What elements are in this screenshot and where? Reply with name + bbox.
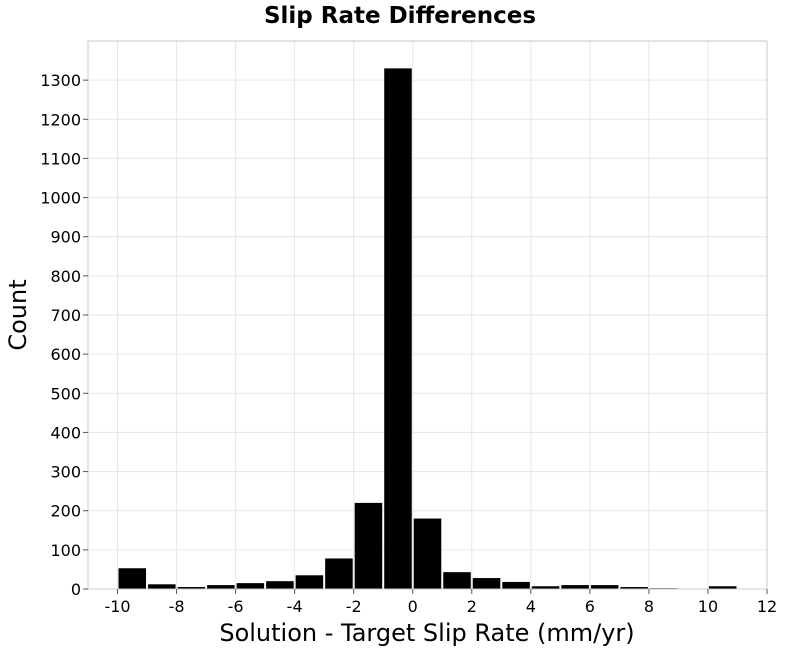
y-tick-label: 0: [71, 580, 81, 599]
y-tick-label: 500: [50, 384, 81, 403]
grid: [88, 41, 767, 589]
histogram-bar: [295, 575, 324, 589]
histogram-bar: [590, 585, 619, 589]
histogram-bar: [207, 585, 235, 589]
y-tick-label: 1100: [40, 149, 81, 168]
x-tick-label: -10: [104, 597, 130, 616]
histogram-bar: [384, 68, 412, 589]
histogram-bar: [266, 581, 294, 589]
histogram-bar: [177, 587, 206, 589]
x-tick-label: -8: [169, 597, 185, 616]
y-tick-label: 600: [50, 345, 81, 364]
x-tick-label: 2: [467, 597, 477, 616]
histogram-bar: [708, 586, 737, 589]
x-tick-label: 10: [698, 597, 718, 616]
y-tick-label: 700: [50, 306, 81, 325]
histogram-bar: [620, 587, 648, 589]
y-tick-label: 200: [50, 502, 81, 521]
histogram-bar: [325, 558, 353, 589]
x-tick-label: -2: [346, 597, 362, 616]
x-tick-label: -4: [287, 597, 303, 616]
x-tick-label: 0: [408, 597, 418, 616]
x-axis-label: Solution - Target Slip Rate (mm/yr): [219, 619, 634, 647]
histogram-bar: [561, 585, 589, 589]
x-tick-label: 6: [585, 597, 595, 616]
x-tick-label: -6: [228, 597, 244, 616]
histogram-bar: [354, 502, 383, 589]
y-tick-label: 800: [50, 267, 81, 286]
histogram-bar: [413, 518, 442, 589]
histogram-bar: [118, 568, 147, 589]
y-tick-label: 400: [50, 423, 81, 442]
y-tick-label: 1200: [40, 110, 81, 129]
y-tick-label: 1300: [40, 71, 81, 90]
y-tick-label: 300: [50, 463, 81, 482]
y-tick-label: 100: [50, 541, 81, 560]
x-tick-label: 8: [644, 597, 654, 616]
histogram-bar: [236, 583, 265, 589]
histogram-bar: [531, 586, 560, 589]
histogram-bar: [502, 581, 530, 589]
histogram-bar: [472, 578, 501, 589]
histogram-bar: [148, 584, 176, 589]
y-axis-label: Count: [4, 279, 32, 350]
ticks: -10 -8 -6 -4 -2 0 2 4 6 8 10 12 0 100 200 300 400 500 600 7…: [40, 71, 777, 616]
histogram-bar: [443, 572, 471, 589]
bars: [118, 68, 737, 589]
y-tick-label: 1000: [40, 189, 81, 208]
x-tick-label: 12: [757, 597, 777, 616]
y-tick-label: 900: [50, 228, 81, 247]
chart-title: Slip Rate Differences: [264, 3, 536, 29]
x-tick-label: 4: [526, 597, 536, 616]
